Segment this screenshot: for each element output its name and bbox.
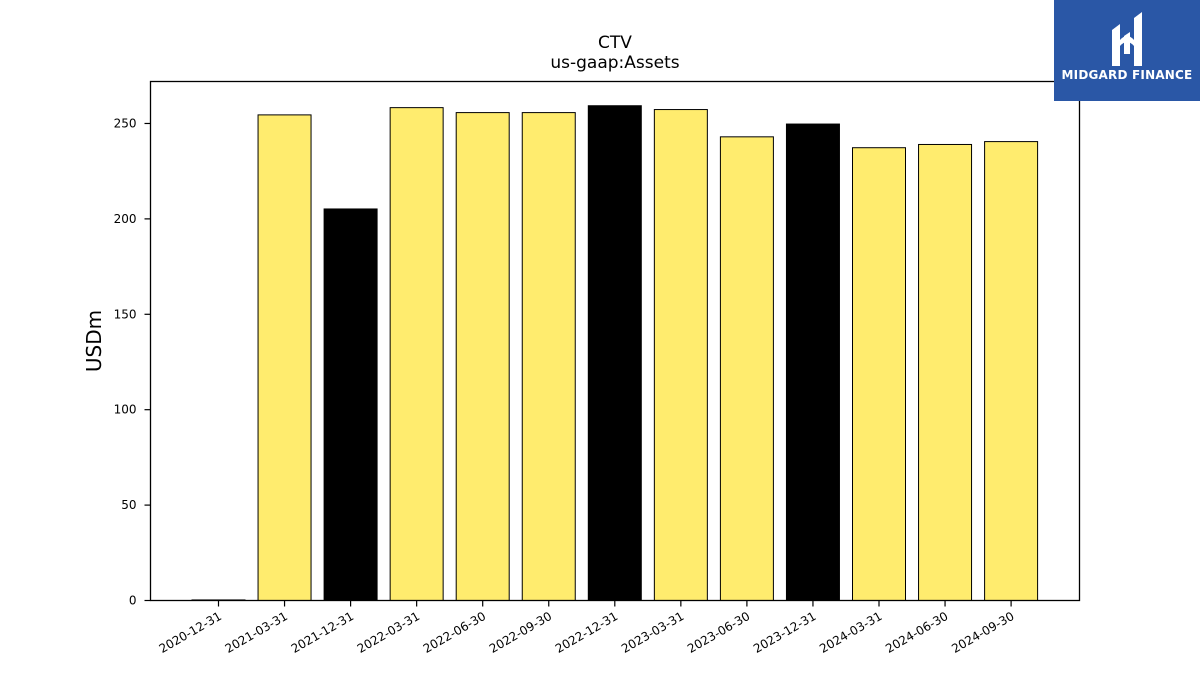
chart-title: CTV [598,33,632,53]
x-tick-label: 2022-06-30 [421,609,488,656]
bar-2021-03-31 [257,114,312,601]
bar-2024-06-30 [918,143,973,601]
x-tick-label: 2024-03-31 [817,609,884,656]
bar-2022-12-31 [587,105,642,601]
y-axis-label: USDm [82,310,106,372]
x-tick-label: 2020-12-31 [157,609,224,656]
y-tick-label: 200 [114,212,137,226]
x-tick-label: 2022-09-30 [487,609,554,656]
x-tick-label: 2022-12-31 [553,609,620,656]
brand-mark-icon [1112,12,1142,66]
x-axis: 2020-12-312021-03-312021-12-312022-03-31… [157,600,1017,656]
y-tick-label: 250 [114,116,137,130]
bar-2021-12-31 [323,208,378,602]
brand-name: MIDGARD FINANCE [1061,68,1193,82]
chart-subtitle: us-gaap:Assets [550,53,679,73]
y-tick-label: 100 [114,403,137,417]
x-tick-label: 2023-03-31 [619,609,686,656]
y-tick-label: 0 [129,594,137,608]
y-tick-label: 150 [114,307,137,321]
x-tick-label: 2021-03-31 [223,609,290,656]
bar-2022-09-30 [521,112,576,601]
y-axis: 0 50 100 150 200 250 [114,116,151,608]
bar-2023-03-31 [653,109,708,602]
bar-2022-06-30 [455,112,510,601]
bar-2023-06-30 [719,136,774,602]
bar-2023-12-31 [785,123,840,602]
y-tick-label: 50 [121,498,136,512]
bar-2024-09-30 [984,141,1039,601]
bar-2024-03-31 [852,147,906,602]
bars-group [191,105,1039,602]
plot-frame [149,80,1081,602]
x-tick-label: 2021-12-31 [289,609,356,656]
bar-2022-03-31 [389,107,444,601]
x-tick-label: 2023-06-30 [685,609,752,656]
x-tick-label: 2024-06-30 [883,609,950,656]
brand-logo: MIDGARD FINANCE [1054,0,1200,101]
x-tick-label: 2023-12-31 [751,609,818,656]
x-tick-label: 2022-03-31 [355,609,422,656]
x-tick-label: 2024-09-30 [949,609,1016,656]
